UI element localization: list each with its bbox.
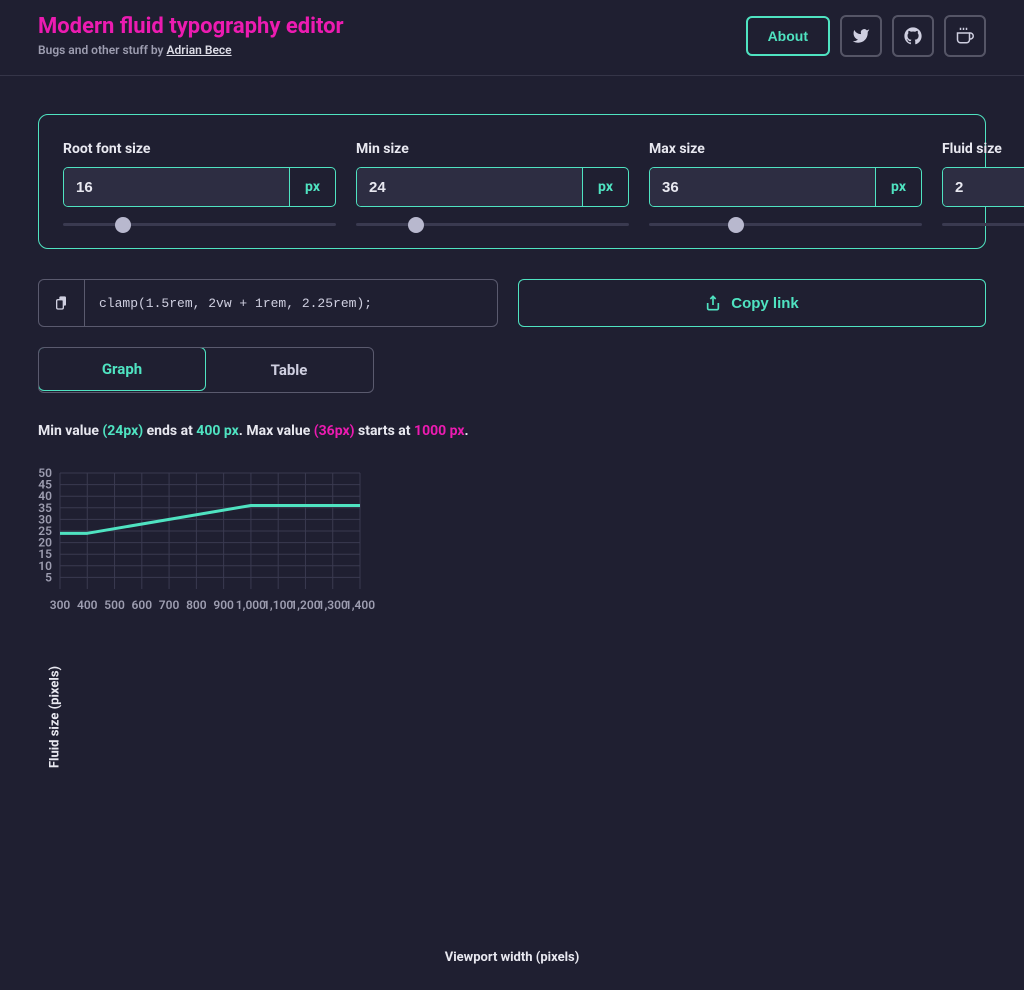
chart-container: Fluid size (pixels) Viewport width (pixe… xyxy=(2,467,1022,967)
slider-thumb[interactable] xyxy=(115,217,131,233)
control-fluid-size: Fluid size vw xyxy=(942,141,1024,226)
coffee-button[interactable] xyxy=(944,15,986,57)
svg-text:1,300: 1,300 xyxy=(318,598,348,612)
byline: Bugs and other stuff by Adrian Bece xyxy=(38,43,344,57)
line-chart: 3004005006007008009001,0001,1001,2001,30… xyxy=(60,467,360,617)
unit-min-size: px xyxy=(582,168,628,206)
input-max-size[interactable] xyxy=(650,168,875,206)
summary-min-px: (24px) xyxy=(102,423,143,439)
range-summary: Min value (24px) ends at 400 px. Max val… xyxy=(38,423,986,439)
label-root-font-size: Root font size xyxy=(63,141,336,157)
page-header: Modern fluid typography editor Bugs and … xyxy=(0,0,1024,76)
label-max-size: Max size xyxy=(649,141,922,157)
twitter-icon xyxy=(852,27,870,45)
about-button[interactable]: About xyxy=(746,16,830,56)
slider-thumb[interactable] xyxy=(728,217,744,233)
svg-text:900: 900 xyxy=(213,598,234,612)
svg-text:800: 800 xyxy=(186,598,207,612)
byline-prefix: Bugs and other stuff by xyxy=(38,43,167,57)
clamp-output: clamp(1.5rem, 2vw + 1rem, 2.25rem); xyxy=(38,279,498,327)
tab-table[interactable]: Table xyxy=(205,348,373,392)
input-root-font-size[interactable] xyxy=(64,168,289,206)
copy-link-button[interactable]: Copy link xyxy=(518,279,986,327)
summary-max-vw: 1000 px xyxy=(414,423,465,439)
control-root-font-size: Root font size px xyxy=(63,141,336,226)
input-min-size[interactable] xyxy=(357,168,582,206)
summary-min-vw: 400 px xyxy=(196,423,238,439)
coffee-icon xyxy=(956,27,974,45)
slider-root-font-size[interactable] xyxy=(63,223,336,226)
control-max-size: Max size px xyxy=(649,141,922,226)
clipboard-icon xyxy=(54,295,70,311)
svg-text:1,400: 1,400 xyxy=(345,598,375,612)
y-axis-title: Fluid size (pixels) xyxy=(48,666,63,768)
x-axis-title: Viewport width (pixels) xyxy=(445,950,580,965)
view-tabs: Graph Table xyxy=(38,347,374,393)
share-icon xyxy=(705,295,721,311)
slider-thumb[interactable] xyxy=(408,217,424,233)
copy-code-button[interactable] xyxy=(39,280,85,326)
slider-min-size[interactable] xyxy=(356,223,629,226)
code-row: clamp(1.5rem, 2vw + 1rem, 2.25rem); Copy… xyxy=(38,279,986,327)
title-block: Modern fluid typography editor Bugs and … xyxy=(38,14,344,57)
github-button[interactable] xyxy=(892,15,934,57)
svg-text:400: 400 xyxy=(77,598,98,612)
svg-text:600: 600 xyxy=(132,598,153,612)
svg-text:1,000: 1,000 xyxy=(236,598,266,612)
unit-max-size: px xyxy=(875,168,921,206)
summary-max-px: (36px) xyxy=(314,423,355,439)
label-min-size: Min size xyxy=(356,141,629,157)
svg-text:50: 50 xyxy=(38,466,52,480)
svg-text:1,100: 1,100 xyxy=(263,598,293,612)
unit-root-font-size: px xyxy=(289,168,335,206)
clamp-code-text: clamp(1.5rem, 2vw + 1rem, 2.25rem); xyxy=(85,280,497,326)
svg-text:300: 300 xyxy=(50,598,71,612)
copy-link-label: Copy link xyxy=(731,295,799,312)
page-title: Modern fluid typography editor xyxy=(38,14,344,39)
label-fluid-size: Fluid size xyxy=(942,141,1024,157)
svg-text:1,200: 1,200 xyxy=(290,598,320,612)
slider-max-size[interactable] xyxy=(649,223,922,226)
controls-panel: Root font size px Min size px Max size p… xyxy=(38,114,986,249)
control-min-size: Min size px xyxy=(356,141,629,226)
slider-fluid-size[interactable] xyxy=(942,223,1024,226)
tab-graph[interactable]: Graph xyxy=(38,347,206,391)
github-icon xyxy=(904,27,922,45)
svg-text:700: 700 xyxy=(159,598,180,612)
header-buttons: About xyxy=(746,15,986,57)
input-fluid-size[interactable] xyxy=(943,168,1024,206)
twitter-button[interactable] xyxy=(840,15,882,57)
byline-author-link[interactable]: Adrian Bece xyxy=(167,43,232,57)
svg-text:500: 500 xyxy=(104,598,125,612)
